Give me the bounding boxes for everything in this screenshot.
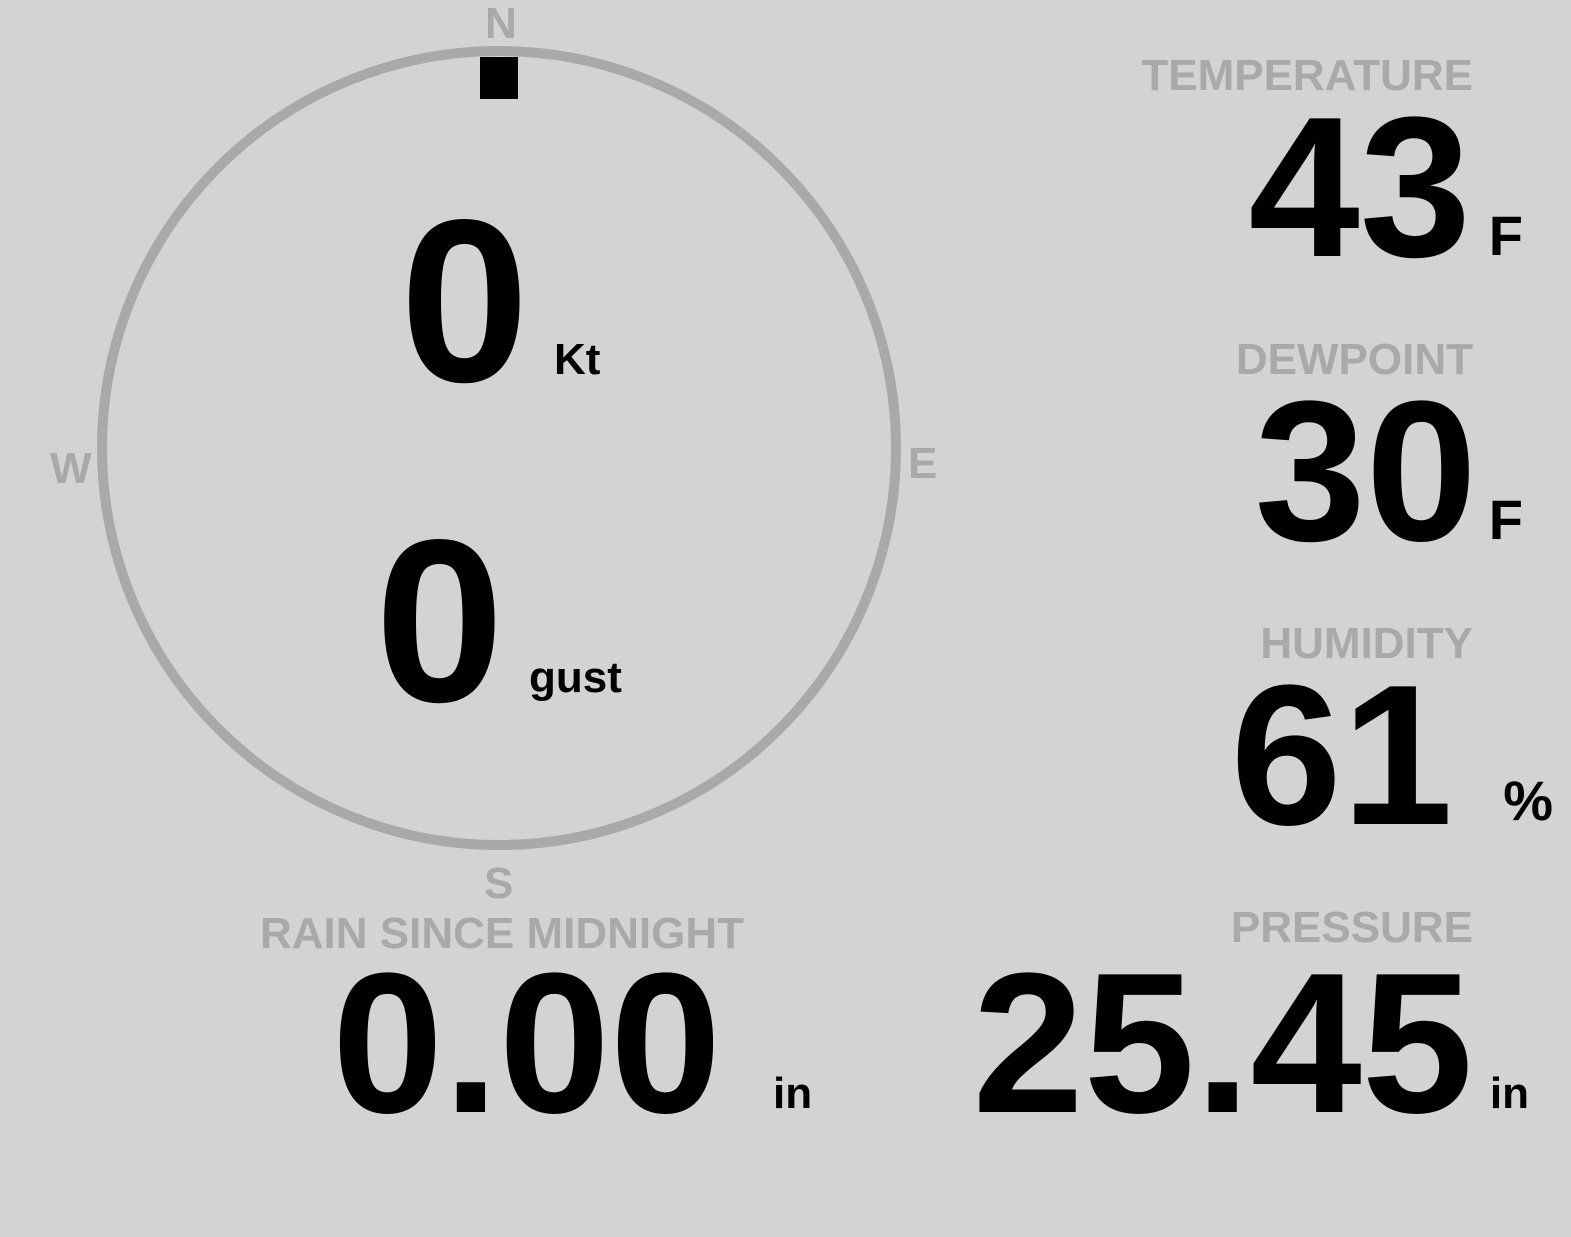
pressure-label: PRESSURE: [1230, 903, 1473, 952]
humidity-panel: HUMIDITY 61 %: [973, 568, 1553, 856]
humidity-value: 61: [1230, 644, 1453, 867]
pressure-unit: in: [1489, 1069, 1529, 1118]
pressure-panel: PRESSURE 25.45 in: [873, 852, 1530, 1144]
temperature-unit: F: [1488, 204, 1523, 267]
wind-direction-marker: [480, 57, 518, 99]
compass-north: N: [485, 0, 517, 48]
compass-east: E: [908, 439, 938, 488]
compass-ring: [97, 46, 901, 850]
wind-gust-unit: gust: [529, 653, 622, 702]
wind-compass: [97, 46, 901, 850]
wind-speed-value: 0: [400, 172, 530, 431]
wind-gust-value: 0: [375, 492, 505, 751]
dewpoint-value: 30: [1254, 360, 1477, 583]
temperature-label: TEMPERATURE: [1141, 51, 1473, 100]
rain-label: RAIN SINCE MIDNIGHT: [260, 909, 744, 958]
dewpoint-unit: F: [1488, 488, 1523, 551]
compass-south: S: [484, 859, 514, 908]
rain-value: 0.00: [332, 932, 722, 1155]
rain-panel: RAIN SINCE MIDNIGHT 0.00 in: [250, 900, 870, 1144]
pressure-value: 25.45: [972, 932, 1474, 1155]
temperature-panel: TEMPERATURE 43 F: [973, 0, 1523, 288]
rain-unit: in: [773, 1069, 813, 1118]
temperature-value: 43: [1248, 76, 1471, 299]
wind-speed-unit: Kt: [554, 335, 601, 384]
compass-west: W: [50, 444, 92, 493]
dewpoint-label: DEWPOINT: [1235, 335, 1473, 384]
humidity-label: HUMIDITY: [1260, 619, 1473, 668]
humidity-unit: %: [1503, 769, 1553, 832]
dewpoint-panel: DEWPOINT 30 F: [973, 284, 1523, 572]
